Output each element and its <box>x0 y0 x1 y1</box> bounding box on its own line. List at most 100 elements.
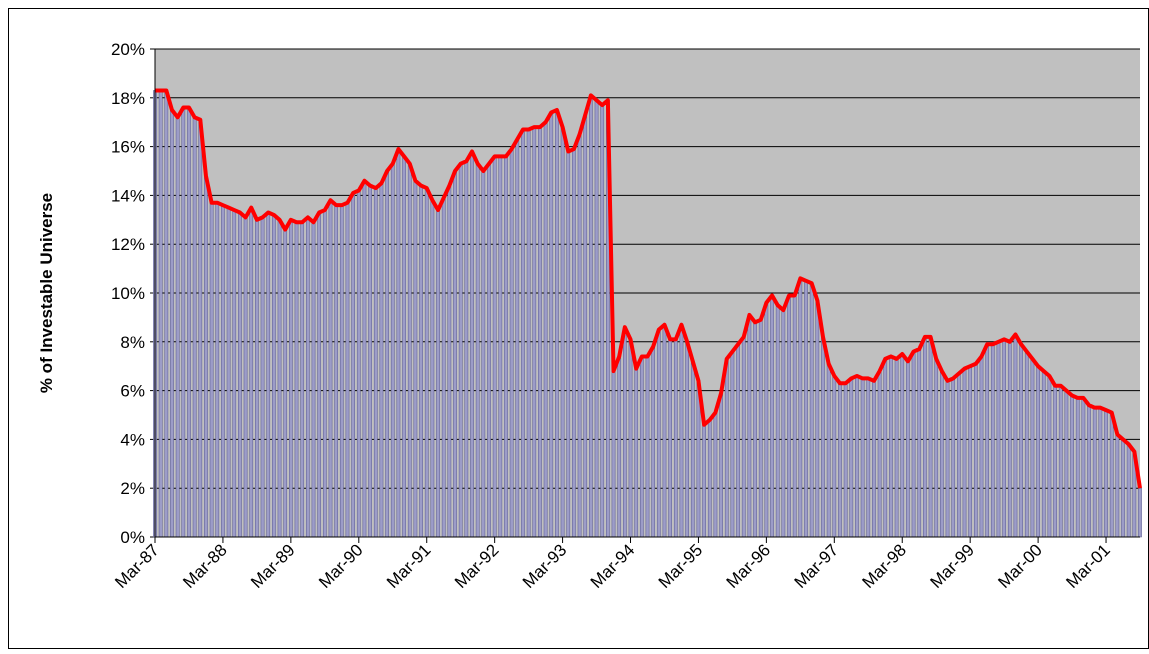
bar <box>656 329 661 538</box>
bar <box>300 221 305 538</box>
y-tick-label: 4% <box>120 430 145 449</box>
bar <box>792 295 797 538</box>
bar <box>453 170 457 538</box>
bar <box>345 202 350 538</box>
bar <box>504 156 508 538</box>
bar <box>1002 339 1006 538</box>
bar <box>600 104 605 538</box>
bar <box>690 361 695 538</box>
bar <box>798 278 803 538</box>
bar <box>419 185 423 538</box>
bar <box>396 148 401 538</box>
bar <box>289 219 293 538</box>
bar <box>1024 351 1029 538</box>
bar <box>328 200 333 538</box>
bar <box>877 370 882 538</box>
bar <box>351 192 355 538</box>
bar <box>560 126 565 538</box>
bar <box>979 356 984 538</box>
bar <box>623 326 627 538</box>
bar <box>322 209 327 538</box>
bar <box>572 148 576 538</box>
bar <box>860 378 865 538</box>
bar <box>821 336 825 538</box>
bar <box>464 160 469 538</box>
bar <box>838 383 842 538</box>
y-tick-label: 16% <box>111 138 145 157</box>
bar <box>973 363 978 538</box>
bar <box>204 175 208 538</box>
bar <box>1121 439 1125 538</box>
bar <box>1138 487 1142 538</box>
bar <box>900 353 905 538</box>
bar <box>747 314 752 538</box>
bar <box>334 204 338 538</box>
bar <box>1075 397 1080 538</box>
y-axis-title: % of Investable Universe <box>37 193 56 393</box>
bar <box>707 419 712 538</box>
bar <box>985 343 990 538</box>
bar <box>651 346 656 538</box>
bar <box>475 163 480 538</box>
bar <box>764 302 769 538</box>
bar <box>1047 375 1052 538</box>
bar <box>583 114 588 538</box>
bar <box>719 392 723 538</box>
bar <box>832 375 837 538</box>
bar <box>283 229 288 538</box>
bar <box>804 280 808 538</box>
bar <box>164 90 169 538</box>
line <box>155 88 1142 489</box>
bar <box>673 339 678 538</box>
bar <box>413 180 418 538</box>
bar <box>1115 434 1120 538</box>
bar <box>373 187 378 538</box>
bar <box>441 197 446 538</box>
y-tick-label: 10% <box>111 284 145 303</box>
bar <box>990 343 995 538</box>
bar <box>934 358 939 538</box>
bar <box>266 212 271 538</box>
y-tick-label: 2% <box>120 479 145 498</box>
bar <box>532 126 537 538</box>
bar <box>849 378 854 538</box>
bar <box>866 378 871 538</box>
bar <box>662 324 667 538</box>
y-tick-label: 18% <box>111 89 145 108</box>
bar <box>470 151 474 538</box>
bar <box>487 163 491 538</box>
bar <box>1030 358 1035 538</box>
bar <box>940 370 944 538</box>
bar <box>238 212 242 538</box>
bar <box>317 212 322 538</box>
bar <box>577 134 582 538</box>
bar <box>639 356 644 538</box>
bar <box>1053 385 1057 538</box>
bar <box>1058 385 1063 538</box>
bar <box>492 156 497 538</box>
bar <box>260 217 265 538</box>
y-tick-label: 20% <box>111 40 145 59</box>
bar <box>402 156 406 538</box>
bar <box>906 361 910 538</box>
bar <box>758 319 763 538</box>
bar <box>1007 341 1012 538</box>
bar <box>385 170 389 538</box>
bar <box>775 304 780 538</box>
bar <box>215 202 220 538</box>
bar <box>713 412 718 538</box>
bar <box>526 129 531 538</box>
bar <box>815 300 820 538</box>
bar <box>668 339 672 538</box>
bar <box>305 217 310 538</box>
bar <box>1104 409 1108 538</box>
bar <box>702 424 706 538</box>
bar <box>498 156 503 538</box>
bar <box>1098 407 1103 538</box>
bar <box>611 370 616 538</box>
bar <box>617 356 622 538</box>
bar <box>294 221 299 538</box>
bar <box>1126 444 1131 538</box>
